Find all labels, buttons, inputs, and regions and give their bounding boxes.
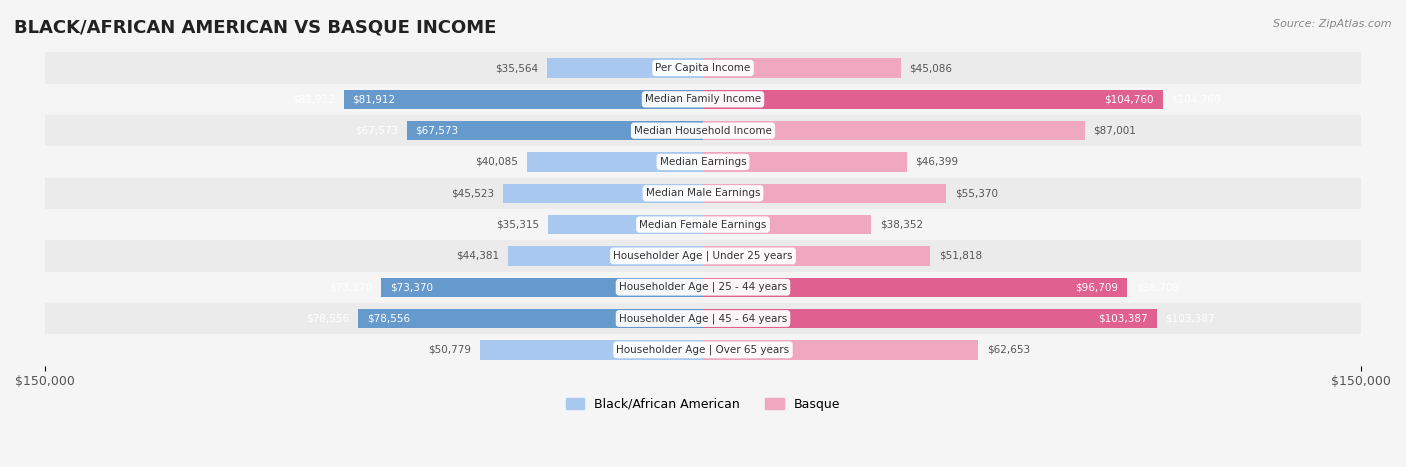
Bar bbox=[547, 58, 703, 78]
Bar bbox=[45, 146, 1361, 177]
Text: $96,709: $96,709 bbox=[1076, 282, 1119, 292]
Text: $104,760: $104,760 bbox=[1171, 94, 1220, 104]
Text: $81,912: $81,912 bbox=[353, 94, 395, 104]
Text: $73,370: $73,370 bbox=[329, 282, 373, 292]
Text: $50,779: $50,779 bbox=[429, 345, 471, 355]
Text: $62,653: $62,653 bbox=[987, 345, 1029, 355]
Bar bbox=[703, 121, 1084, 141]
Text: $67,573: $67,573 bbox=[354, 126, 398, 135]
Text: $40,085: $40,085 bbox=[475, 157, 519, 167]
Bar bbox=[548, 215, 703, 234]
Text: $38,352: $38,352 bbox=[880, 219, 924, 230]
Bar bbox=[703, 340, 977, 360]
Bar bbox=[703, 277, 1128, 297]
Text: $81,912: $81,912 bbox=[292, 94, 335, 104]
Text: $78,556: $78,556 bbox=[307, 313, 350, 324]
Bar bbox=[45, 177, 1361, 209]
Text: $104,760: $104,760 bbox=[1104, 94, 1154, 104]
Bar bbox=[703, 184, 946, 203]
Text: $45,523: $45,523 bbox=[451, 188, 495, 198]
Bar bbox=[45, 52, 1361, 84]
Text: $35,315: $35,315 bbox=[496, 219, 540, 230]
Bar bbox=[406, 121, 703, 141]
Bar bbox=[703, 246, 931, 266]
Text: Median Male Earnings: Median Male Earnings bbox=[645, 188, 761, 198]
Bar bbox=[45, 334, 1361, 366]
Text: $44,381: $44,381 bbox=[457, 251, 499, 261]
Bar bbox=[503, 184, 703, 203]
Text: Householder Age | 25 - 44 years: Householder Age | 25 - 44 years bbox=[619, 282, 787, 292]
Bar bbox=[703, 90, 1163, 109]
Text: Source: ZipAtlas.com: Source: ZipAtlas.com bbox=[1274, 19, 1392, 28]
Text: Per Capita Income: Per Capita Income bbox=[655, 63, 751, 73]
Legend: Black/African American, Basque: Black/African American, Basque bbox=[561, 393, 845, 416]
Bar bbox=[381, 277, 703, 297]
Bar bbox=[45, 303, 1361, 334]
Text: $46,399: $46,399 bbox=[915, 157, 959, 167]
Text: $78,556: $78,556 bbox=[367, 313, 411, 324]
Bar bbox=[45, 209, 1361, 240]
Bar bbox=[703, 58, 901, 78]
Bar bbox=[703, 152, 907, 172]
Text: Median Earnings: Median Earnings bbox=[659, 157, 747, 167]
Text: $103,387: $103,387 bbox=[1098, 313, 1147, 324]
Bar bbox=[45, 115, 1361, 146]
Bar bbox=[481, 340, 703, 360]
Text: Householder Age | Under 25 years: Householder Age | Under 25 years bbox=[613, 251, 793, 261]
Text: $55,370: $55,370 bbox=[955, 188, 998, 198]
Text: $45,086: $45,086 bbox=[910, 63, 953, 73]
Text: BLACK/AFRICAN AMERICAN VS BASQUE INCOME: BLACK/AFRICAN AMERICAN VS BASQUE INCOME bbox=[14, 19, 496, 37]
Bar bbox=[703, 309, 1157, 328]
Text: Median Female Earnings: Median Female Earnings bbox=[640, 219, 766, 230]
Bar bbox=[45, 240, 1361, 272]
Text: Householder Age | 45 - 64 years: Householder Age | 45 - 64 years bbox=[619, 313, 787, 324]
Bar bbox=[45, 272, 1361, 303]
Bar bbox=[343, 90, 703, 109]
Bar bbox=[527, 152, 703, 172]
Bar bbox=[359, 309, 703, 328]
Text: $51,818: $51,818 bbox=[939, 251, 983, 261]
Text: $96,709: $96,709 bbox=[1136, 282, 1180, 292]
Bar bbox=[509, 246, 703, 266]
Text: $103,387: $103,387 bbox=[1166, 313, 1215, 324]
Text: $87,001: $87,001 bbox=[1094, 126, 1136, 135]
Text: $67,573: $67,573 bbox=[415, 126, 458, 135]
Bar bbox=[45, 84, 1361, 115]
Text: $35,564: $35,564 bbox=[495, 63, 538, 73]
Bar bbox=[703, 215, 872, 234]
Text: Median Family Income: Median Family Income bbox=[645, 94, 761, 104]
Text: $73,370: $73,370 bbox=[389, 282, 433, 292]
Text: Householder Age | Over 65 years: Householder Age | Over 65 years bbox=[616, 345, 790, 355]
Text: Median Household Income: Median Household Income bbox=[634, 126, 772, 135]
